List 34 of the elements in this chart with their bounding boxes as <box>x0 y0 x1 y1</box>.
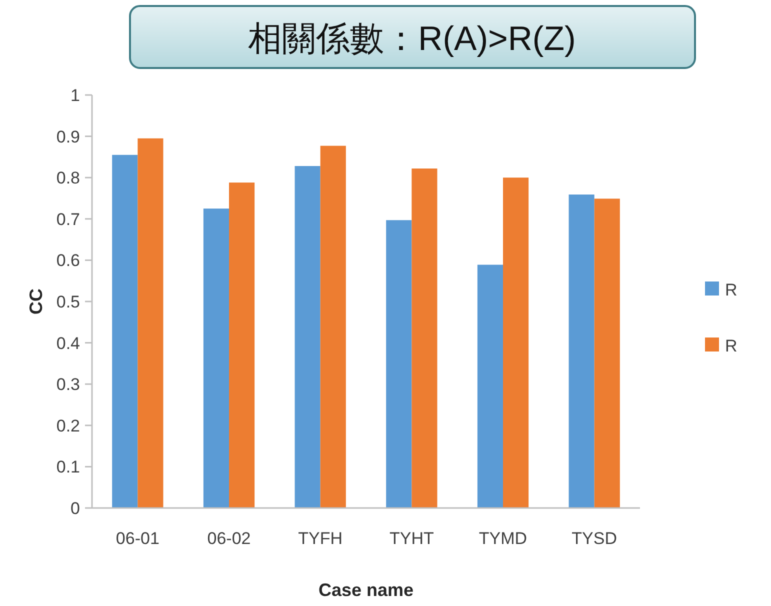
chart-title: 相關係數：R(A)>R(Z) <box>248 20 576 58</box>
y-tick-label: 0.4 <box>56 334 80 353</box>
bar <box>477 264 503 508</box>
x-tick-label: 06-01 <box>116 529 160 548</box>
legend-label: R <box>725 336 738 356</box>
y-tick-label: 0.7 <box>56 210 80 229</box>
x-axis-title: Case name <box>318 580 414 600</box>
x-tick-label: 06-02 <box>207 529 251 548</box>
y-tick-label: 0 <box>70 499 80 518</box>
y-tick-label: 0.2 <box>56 416 80 436</box>
bar <box>112 154 138 508</box>
x-tick-label: TYHT <box>389 529 434 548</box>
y-tick-label: 0.1 <box>56 458 80 477</box>
y-tick-label: 1 <box>70 86 80 105</box>
y-tick-label: 0.5 <box>56 292 80 312</box>
y-tick-label: 0.6 <box>56 251 80 270</box>
x-tick-label: TYFH <box>298 529 343 548</box>
bar <box>386 220 412 508</box>
y-tick-label: 0.3 <box>56 375 80 394</box>
y-tick-label: 0.8 <box>56 168 80 188</box>
x-tick-label: TYSD <box>572 529 618 548</box>
legend-label: R <box>725 280 738 300</box>
x-tick-label: TYMD <box>478 529 528 548</box>
bar <box>229 182 255 508</box>
bar <box>568 194 594 508</box>
bar <box>138 138 164 508</box>
bar <box>594 198 620 508</box>
bar <box>203 208 229 508</box>
y-tick-label: 0.9 <box>56 127 80 146</box>
bar <box>320 146 346 508</box>
y-axis-title: CC <box>26 288 46 314</box>
bar <box>294 166 320 508</box>
bar <box>412 168 438 508</box>
bar <box>503 178 529 508</box>
